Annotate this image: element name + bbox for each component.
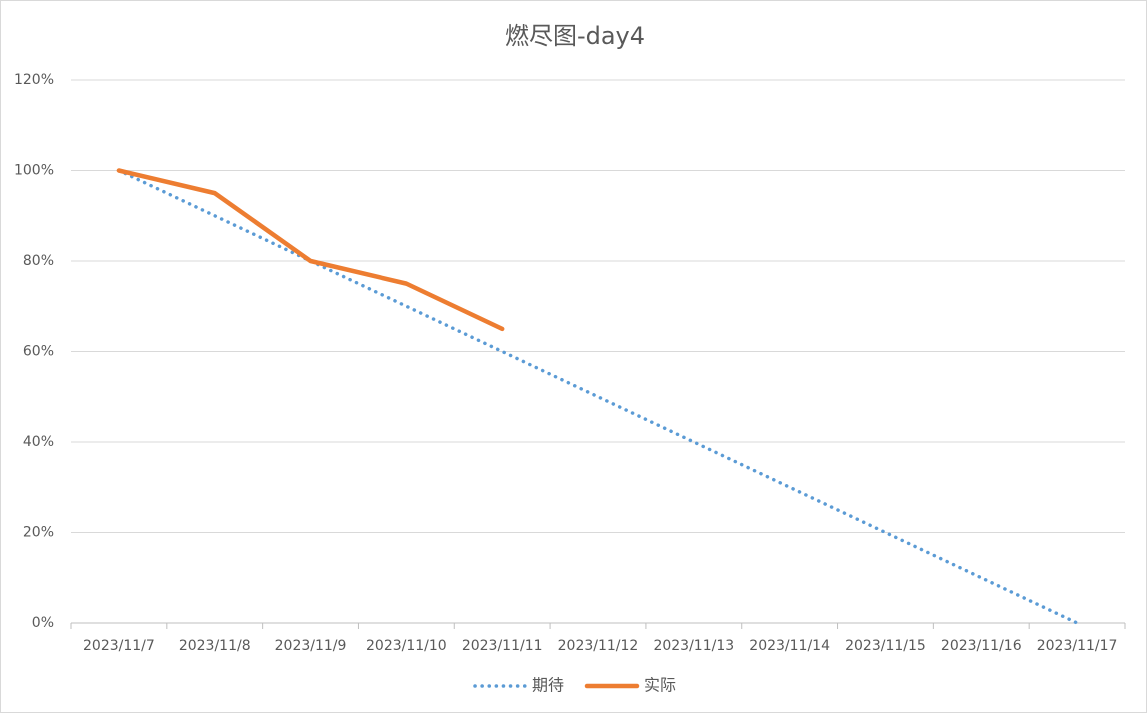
- x-tick-label: 2023/11/17: [1037, 638, 1118, 654]
- x-tick-label: 2023/11/11: [462, 638, 543, 654]
- x-tick-label: 2023/11/10: [366, 638, 447, 654]
- x-tick-label: 2023/11/16: [941, 638, 1022, 654]
- series-line: [116, 168, 505, 332]
- x-tick-label: 2023/11/9: [275, 638, 347, 654]
- y-tick-label: 0%: [32, 615, 54, 631]
- x-tick-label: 2023/11/7: [83, 638, 155, 654]
- x-tick-label: 2023/11/14: [749, 638, 830, 654]
- series-line: [117, 168, 1079, 625]
- y-tick-label: 20%: [23, 525, 54, 541]
- y-tick-label: 100%: [14, 163, 54, 179]
- x-tick-label: 2023/11/15: [845, 638, 926, 654]
- y-tick-label: 80%: [23, 253, 54, 269]
- legend-label: 实际: [644, 676, 676, 695]
- legend-label: 期待: [532, 676, 564, 695]
- y-tick-label: 60%: [23, 344, 54, 360]
- y-tick-label: 40%: [23, 434, 54, 450]
- x-tick-label: 2023/11/13: [653, 638, 734, 654]
- chart-title: 燃尽图-day4: [505, 22, 645, 50]
- x-tick-label: 2023/11/12: [558, 638, 639, 654]
- y-tick-label: 120%: [14, 72, 54, 88]
- x-tick-label: 2023/11/8: [179, 638, 251, 654]
